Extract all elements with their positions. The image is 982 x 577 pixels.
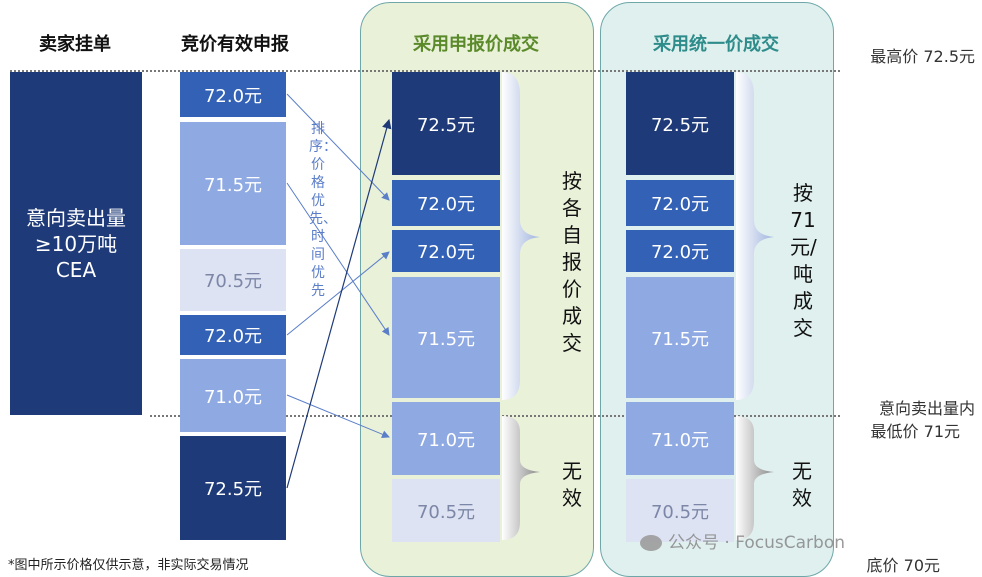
watermark-text: 公众号 · FocusCarbon [668, 533, 846, 553]
floor-price-label: 底价 70元 [866, 556, 940, 575]
header-reported: 采用申报价成交 [413, 34, 539, 55]
reported-cell: 71.5元 [392, 277, 500, 398]
reported-cell: 71.0元 [392, 402, 500, 475]
header-uniform: 采用统一价成交 [653, 34, 779, 55]
footnote: *图中所示价格仅供示意，非实际交易情况 [8, 558, 249, 573]
reported-cell: 72.0元 [392, 180, 500, 226]
reported-cell: 70.5元 [392, 479, 500, 542]
highest-price-line [10, 70, 840, 72]
watermark: 公众号 · FocusCarbon [640, 528, 845, 553]
reported-invalid-label: 无效 [562, 459, 582, 510]
seller-volume-amount: ≥10万吨 [34, 231, 118, 256]
highest-price-label: 最高价 72.5元 [870, 47, 975, 66]
bid-cell: 72.0元 [180, 72, 286, 117]
bid-cell: 70.5元 [180, 249, 286, 311]
seller-order-box: 意向卖出量 ≥10万吨 CEA [10, 72, 142, 415]
uniform-valid-label: 按71元/吨成交 [790, 181, 817, 340]
uniform-cell: 72.0元 [626, 180, 734, 226]
bid-cell: 71.0元 [180, 359, 286, 432]
reported-cell: 72.5元 [392, 72, 500, 175]
header-seller: 卖家挂单 [39, 34, 111, 55]
uniform-cell: 70.5元 [626, 479, 734, 542]
bid-cell: 72.0元 [180, 315, 286, 355]
seller-volume-label: 意向卖出量 [26, 205, 126, 230]
uniform-cell: 72.0元 [626, 230, 734, 272]
header-bids: 竞价有效申报 [181, 34, 289, 55]
bid-cell: 71.5元 [180, 122, 286, 245]
uniform-cell: 71.0元 [626, 402, 734, 475]
uniform-cell: 71.5元 [626, 277, 734, 398]
reported-cell: 72.0元 [392, 230, 500, 272]
min-price-label-line1: 意向卖出量内 [878, 399, 975, 418]
reported-valid-label: 按各自报价成交 [562, 169, 582, 355]
uniform-cell: 72.5元 [626, 72, 734, 175]
uniform-invalid-label: 无效 [792, 459, 812, 510]
seller-product: CEA [55, 257, 97, 282]
sort-note: 排序：价格优先、时间优先 [309, 121, 337, 299]
bid-cell: 72.5元 [180, 436, 286, 540]
min-price-label-line2: 最低价 71元 [870, 422, 960, 441]
wechat-icon [640, 535, 662, 551]
